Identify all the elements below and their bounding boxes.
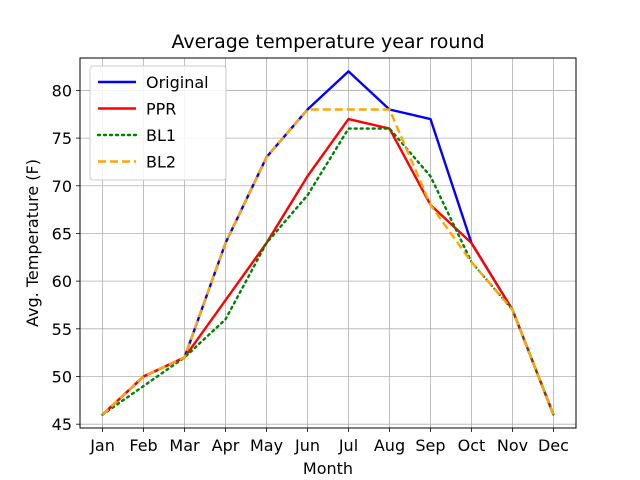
legend-label-bl2: BL2	[146, 153, 176, 172]
series-line-bl2	[101, 108, 555, 416]
x-tick-label: Oct	[458, 436, 486, 455]
legend-label-original: Original	[146, 73, 209, 92]
x-tick-label: Apr	[212, 436, 240, 455]
y-tick-label: 45	[52, 415, 72, 434]
x-tick-label: Feb	[129, 436, 157, 455]
legend-label-ppr: PPR	[146, 100, 176, 119]
series-lines	[101, 70, 555, 416]
y-tick-label: 80	[52, 81, 72, 100]
x-tick-label: Aug	[374, 436, 405, 455]
y-tick-label: 70	[52, 177, 72, 196]
y-tick-label: 75	[52, 129, 72, 148]
legend-box	[89, 65, 227, 181]
y-tick-label: 55	[52, 320, 72, 339]
axis-ticks: Jan Feb Mar Apr May Jun Jul Aug Sep Oct Nov Dec 45 50…	[52, 81, 569, 455]
y-axis-label: Avg. Temperature (F)	[23, 159, 42, 327]
x-tick-label: Sep	[415, 436, 445, 455]
chart-title: Average temperature year round	[171, 31, 484, 53]
plot-frame	[79, 57, 577, 429]
series-line-ppr	[101, 117, 555, 416]
y-tick-label: 50	[52, 368, 72, 387]
y-tick-label: 60	[52, 272, 72, 291]
legend-label-bl1: BL1	[146, 126, 176, 145]
x-tick-label: Jun	[294, 436, 320, 455]
x-tick-label: Mar	[169, 436, 200, 455]
x-axis-label: Month	[303, 459, 353, 478]
series-line-bl1	[101, 127, 555, 416]
y-tick-label: 65	[52, 224, 72, 243]
x-tick-label: May	[250, 436, 283, 455]
x-tick-label: Jan	[89, 436, 115, 455]
x-tick-label: Jul	[338, 436, 358, 455]
legend: Original PPR BL1 BL2	[89, 65, 227, 181]
x-tick-label: Dec	[538, 436, 569, 455]
grid	[80, 58, 576, 428]
x-tick-label: Nov	[497, 436, 528, 455]
